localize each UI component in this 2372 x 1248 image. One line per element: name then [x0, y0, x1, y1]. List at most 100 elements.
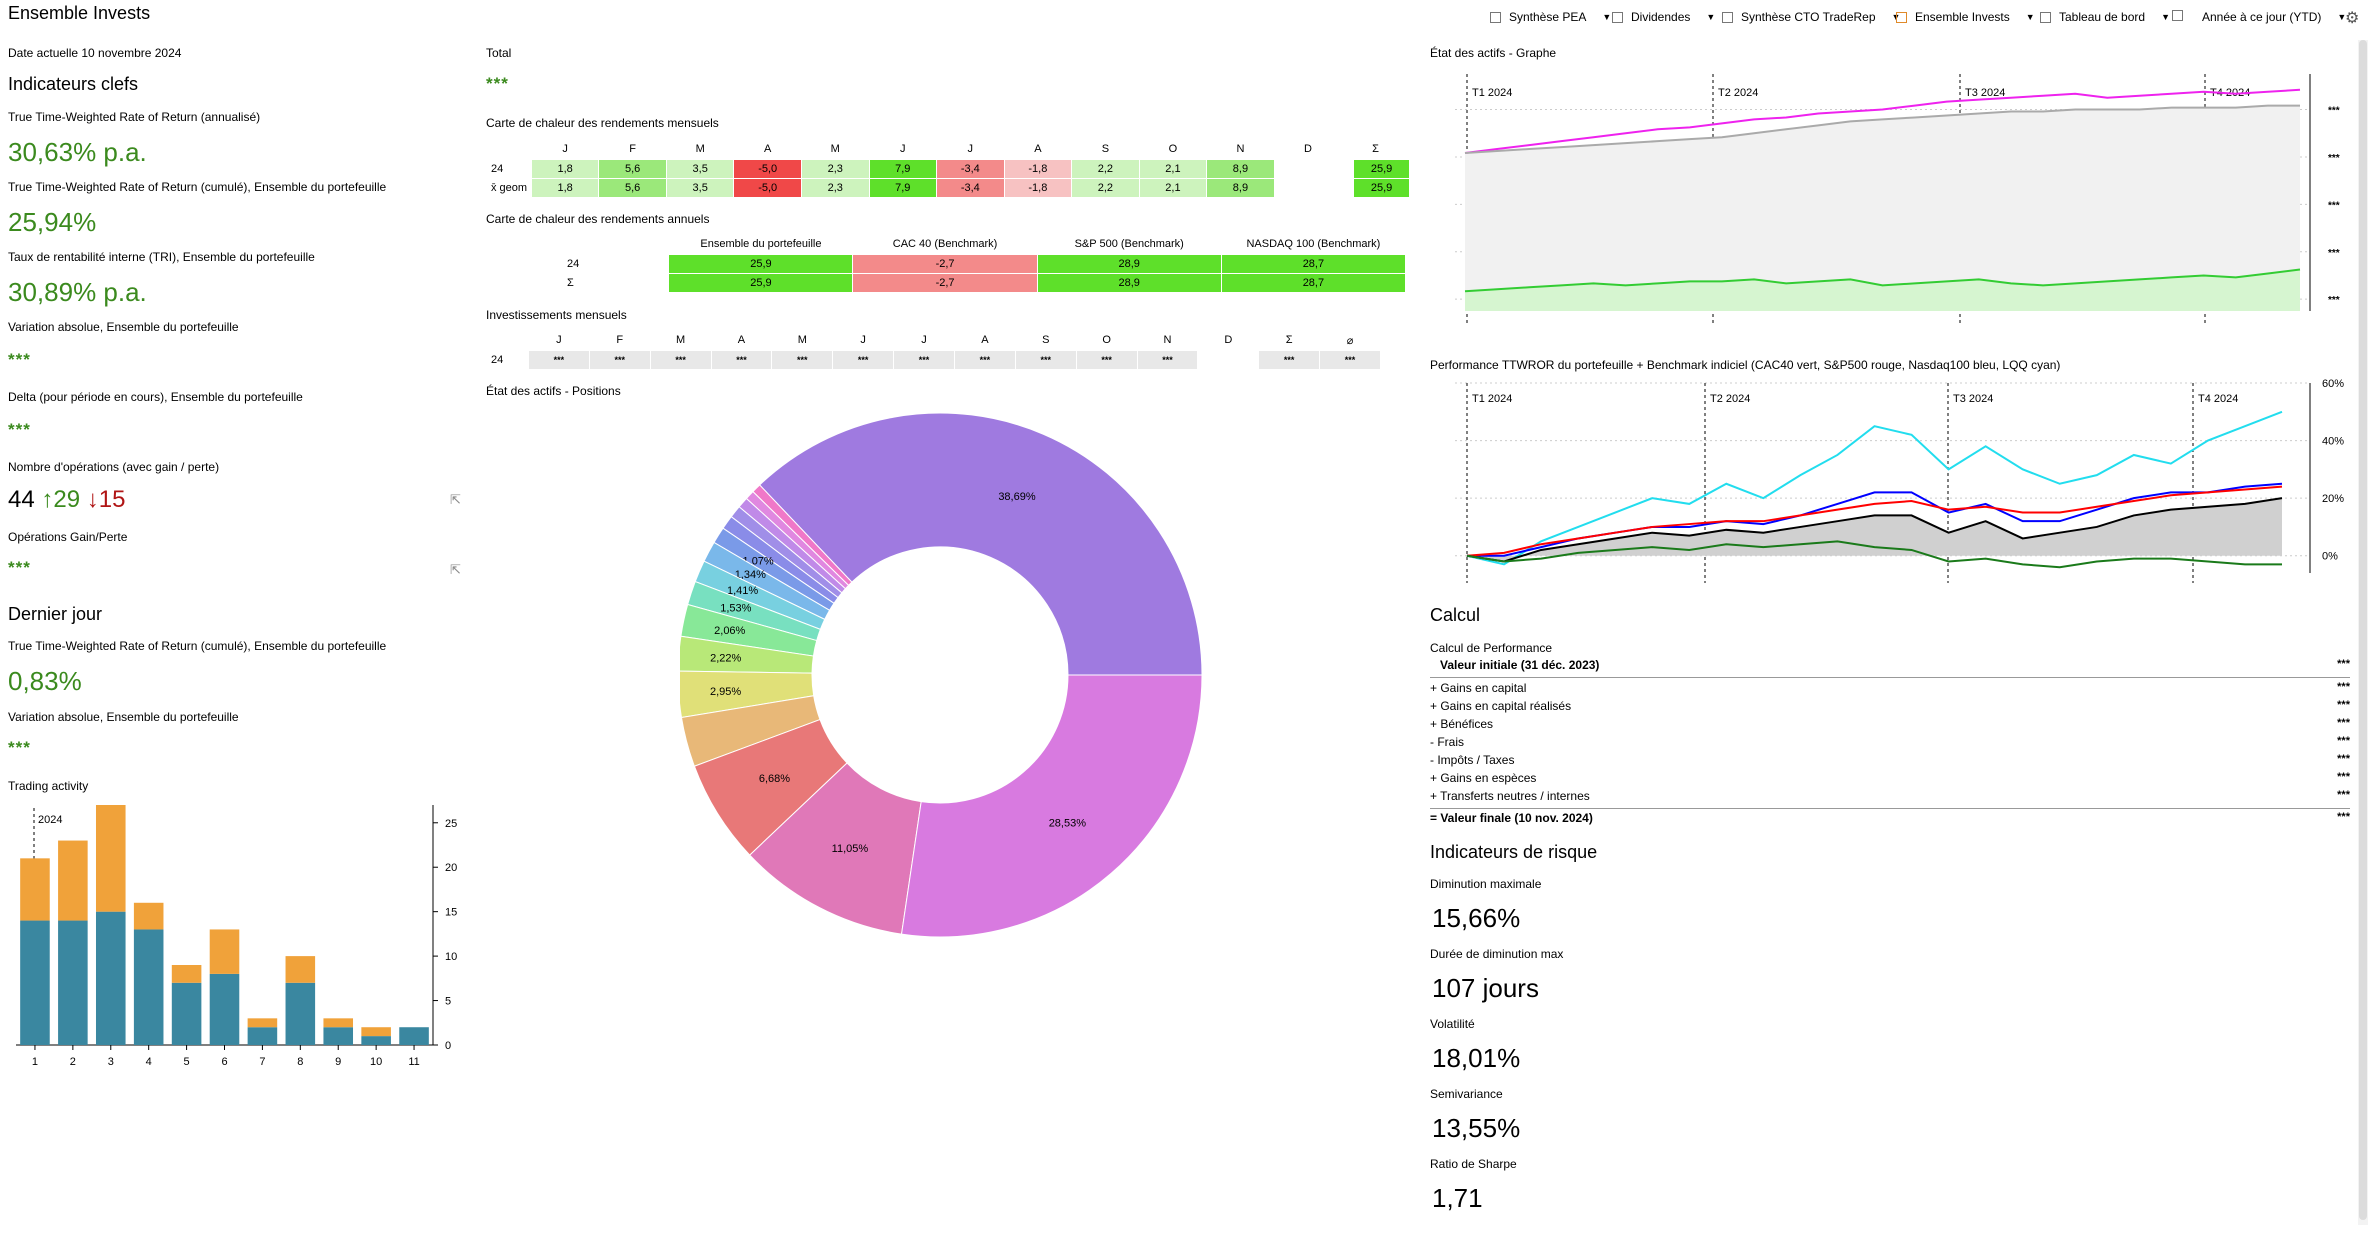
x-tick-label: 6: [221, 1056, 227, 1068]
calc-row-label: - Impôts / Taxes: [1430, 753, 1515, 767]
gear-icon[interactable]: ⚙: [2345, 10, 2360, 27]
app-title: Ensemble Invests: [8, 3, 151, 23]
period-selector[interactable]: Année à ce jour (YTD) ▼: [2202, 10, 2347, 24]
heatmap-cell: 5,6: [599, 179, 666, 197]
month-header: J: [562, 143, 568, 155]
heatmap-cell: [1275, 179, 1341, 197]
calc-row-value: ***: [2337, 771, 2350, 783]
gainloss-value: ***: [8, 558, 31, 577]
calc-row: + Gains en capital réalisés ***: [1430, 699, 2350, 717]
month-header: D: [1303, 143, 1312, 155]
chevron-down-icon[interactable]: ▼: [2337, 12, 2347, 22]
calc-row-value: ***: [2337, 753, 2350, 765]
toolbar-tab-tableau-de-bord[interactable]: Tableau de bord ▼: [2040, 10, 2170, 24]
heatmap-header-row: Ensemble du portefeuille CAC 40 (Benchmar…: [487, 234, 1405, 254]
bar-segment: [323, 1018, 354, 1028]
chevron-down-icon[interactable]: ▼: [2161, 12, 2170, 22]
chevron-down-icon[interactable]: ▼: [1706, 12, 1716, 22]
y-tick-label: 20: [445, 862, 457, 874]
bar-segment: [247, 1018, 278, 1028]
tab-icon: [2172, 10, 2183, 21]
bar-segment: [209, 973, 240, 1045]
key-indicators-title: Indicateurs clefs: [8, 74, 139, 94]
month-header: M: [797, 334, 807, 346]
quarter-label: T3 2024: [1953, 393, 1993, 405]
chevron-down-icon[interactable]: ▼: [1891, 12, 1901, 22]
heatmap-cell: 25,9: [1342, 160, 1409, 178]
calc-row-label: + Transferts neutres / internes: [1430, 789, 1590, 803]
heatmap-cell: 3,5: [666, 179, 734, 197]
tab-icon: [2040, 11, 2051, 23]
heatmap-cell: 5,6: [599, 160, 666, 178]
heatmap-cell: 25,9: [669, 274, 853, 292]
risk-value: 15,66%: [1432, 903, 1521, 933]
x-tick-label: 1: [32, 1056, 38, 1068]
x-tick-label: 11: [408, 1056, 419, 1068]
investments-title: Investissements mensuels: [486, 308, 627, 322]
calc-row: + Gains en espèces ***: [1430, 771, 2350, 789]
y-tick-label: 5: [445, 996, 451, 1008]
risk-label: Diminution maximale: [1430, 877, 1542, 891]
month-header: A: [981, 334, 989, 346]
heatmap-row: 24 25,9 -2,7 28,9 28,7: [487, 255, 1405, 273]
bar-segment: [285, 982, 316, 1045]
heatmap-cell: 2,1: [1139, 179, 1207, 197]
heatmap-cell: 7,9: [869, 179, 937, 197]
y-tick-label: 0: [445, 1040, 451, 1052]
annual-heatmap: Ensemble du portefeuille CAC 40 (Benchmar…: [486, 233, 1406, 293]
kpi-label: True Time-Weighted Rate of Return (cumul…: [8, 180, 387, 194]
donut-slice: [758, 412, 1203, 676]
x-tick-label: 4: [146, 1056, 152, 1068]
external-link-icon[interactable]: ⇱: [450, 492, 461, 507]
heatmap-cell: 2,3: [801, 179, 869, 197]
toolbar-tab-ensemble-invests[interactable]: Ensemble Invests ▼: [1896, 10, 2035, 24]
heatmap-cell: 2,2: [1072, 160, 1139, 178]
portfolio-area: [1467, 498, 2282, 562]
assets-area-chart: ***************T1 2024 T2 2024 T3 2024 T4 2…: [1455, 74, 2340, 323]
month-header: J: [967, 143, 974, 155]
external-link-icon[interactable]: ⇱: [450, 562, 461, 577]
risk-value: 1,71: [1432, 1183, 1483, 1213]
heatmap-cell: -1,8: [1004, 179, 1072, 197]
y-tick-label: 60%: [2322, 378, 2344, 390]
month-header: ⌀: [1346, 334, 1354, 347]
investment-cell: ***: [833, 351, 894, 369]
toolbar-tab-synthese-cto[interactable]: Synthèse CTO TradeRep ▼: [1722, 10, 1900, 24]
month-header: J: [556, 334, 562, 346]
quarter-label: T3 2024: [1965, 87, 2005, 99]
month-header: M: [695, 143, 705, 155]
vertical-scrollbar[interactable]: [2358, 40, 2368, 1225]
y-tick-label: 15: [445, 907, 457, 919]
toolbar-tab-blank[interactable]: [2172, 10, 2191, 21]
series-line: [1466, 410, 2283, 566]
tab-icon: [1896, 11, 1907, 23]
toolbar-tab-synthese-pea[interactable]: Synthèse PEA ▼: [1490, 10, 1611, 24]
bar-segment: [285, 956, 316, 983]
scrollbar-thumb[interactable]: [2359, 40, 2367, 1220]
heatmap-cell: 1,8: [531, 160, 599, 178]
slice-label: 2,22%: [710, 652, 741, 664]
chevron-down-icon[interactable]: ▼: [2025, 12, 2035, 22]
series-line: [1464, 88, 2301, 154]
heatmap-cell: 2,2: [1072, 179, 1139, 197]
year-annotation: 2024: [38, 814, 62, 826]
gainloss-label: Opérations Gain/Perte: [8, 530, 128, 544]
month-header: O: [1168, 143, 1178, 155]
slice-label: 1,53%: [720, 603, 751, 615]
current-date: Date actuelle 10 novembre 2024: [8, 46, 182, 60]
heatmap-cell: 28,7: [1221, 255, 1405, 273]
kpi-label: Taux de rentabilité interne (TRI), Ensem…: [8, 250, 315, 264]
bar-segment: [171, 965, 202, 983]
calc-row: - Impôts / Taxes ***: [1430, 753, 2350, 771]
heatmap-cell: 28,7: [1221, 274, 1405, 292]
calc-row-value: ***: [2337, 699, 2350, 711]
toolbar-tab-dividendes[interactable]: Dividendes ▼: [1612, 10, 1715, 24]
heatmap-cell: [1275, 160, 1341, 178]
bar-segment: [95, 911, 126, 1045]
risk-value: 107 jours: [1432, 973, 1539, 1003]
bar-segment: [209, 929, 240, 974]
month-header: Σ: [1285, 334, 1293, 346]
chevron-down-icon[interactable]: ▼: [1602, 12, 1612, 22]
heatmap-cell: 1,8: [531, 179, 599, 197]
investment-cell: ***: [650, 351, 711, 369]
